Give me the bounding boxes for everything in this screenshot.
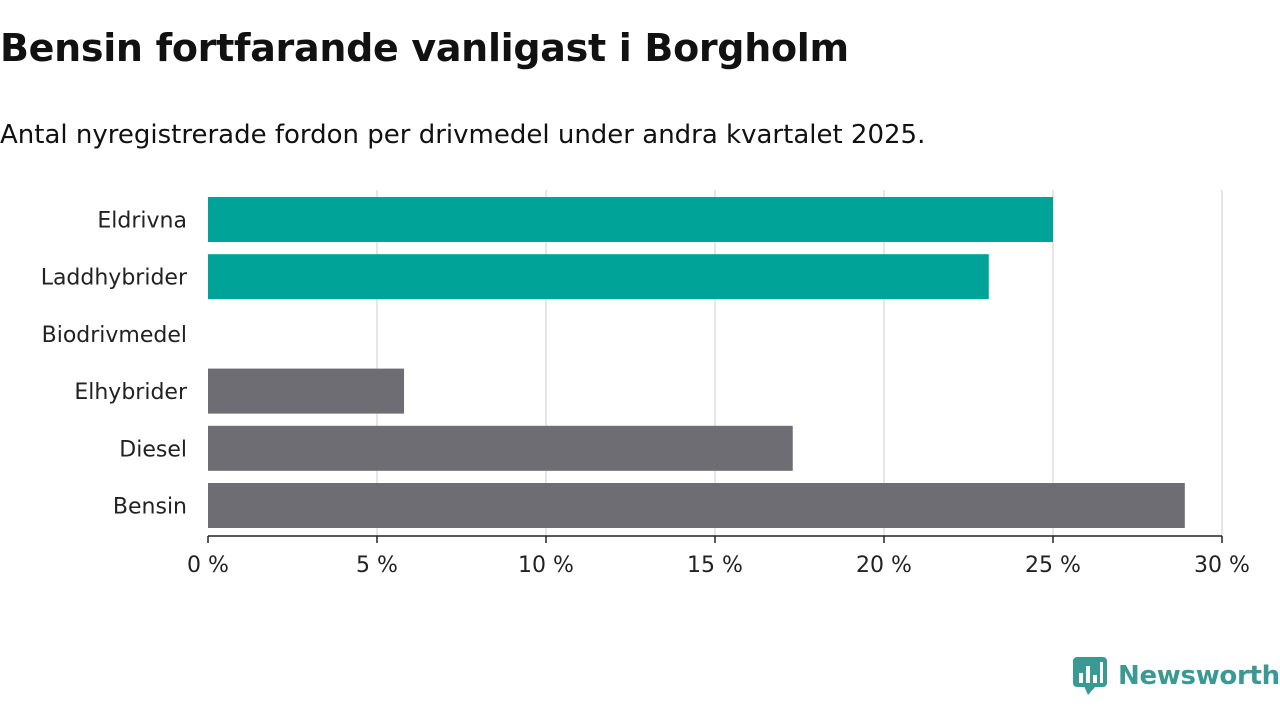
bar-elhybrider bbox=[208, 368, 405, 414]
category-label: Laddhybrider bbox=[41, 266, 188, 291]
x-tick-label: 10 % bbox=[518, 553, 574, 578]
x-tick-label: 0 % bbox=[187, 553, 229, 578]
chart-title: Bensin fortfarande vanligast i Borgholm bbox=[0, 26, 849, 70]
newsworthy-logo: Newsworthy bbox=[1072, 656, 1280, 696]
category-label: Bensin bbox=[113, 495, 187, 520]
brand-name: Newsworthy bbox=[1118, 661, 1280, 691]
x-tick-label: 15 % bbox=[687, 553, 743, 578]
x-tick-label: 5 % bbox=[356, 553, 398, 578]
category-label: Biodrivmedel bbox=[42, 323, 187, 348]
grid-lines bbox=[376, 190, 1223, 536]
category-label: Elhybrider bbox=[74, 380, 188, 405]
x-tick-label: 20 % bbox=[856, 553, 912, 578]
newsworthy-chart-bubble-icon bbox=[1073, 657, 1107, 695]
bar-laddhybrider bbox=[208, 254, 989, 300]
x-axis: 0 % 5 % 10 % 15 % 20 % 25 % 30 % bbox=[187, 535, 1250, 578]
x-tick-label: 25 % bbox=[1025, 553, 1081, 578]
bars bbox=[208, 197, 1185, 528]
bar-diesel bbox=[208, 425, 793, 471]
category-label: Eldrivna bbox=[97, 209, 187, 234]
bar-bensin bbox=[208, 483, 1185, 528]
x-tick-label: 30 % bbox=[1194, 553, 1250, 578]
bar-eldrivna bbox=[208, 197, 1053, 242]
category-labels: Eldrivna Laddhybrider Biodrivmedel Elhybrid… bbox=[41, 209, 188, 520]
chart-subtitle: Antal nyregistrerade fordon per drivmede… bbox=[0, 120, 926, 150]
category-label: Diesel bbox=[119, 437, 187, 462]
